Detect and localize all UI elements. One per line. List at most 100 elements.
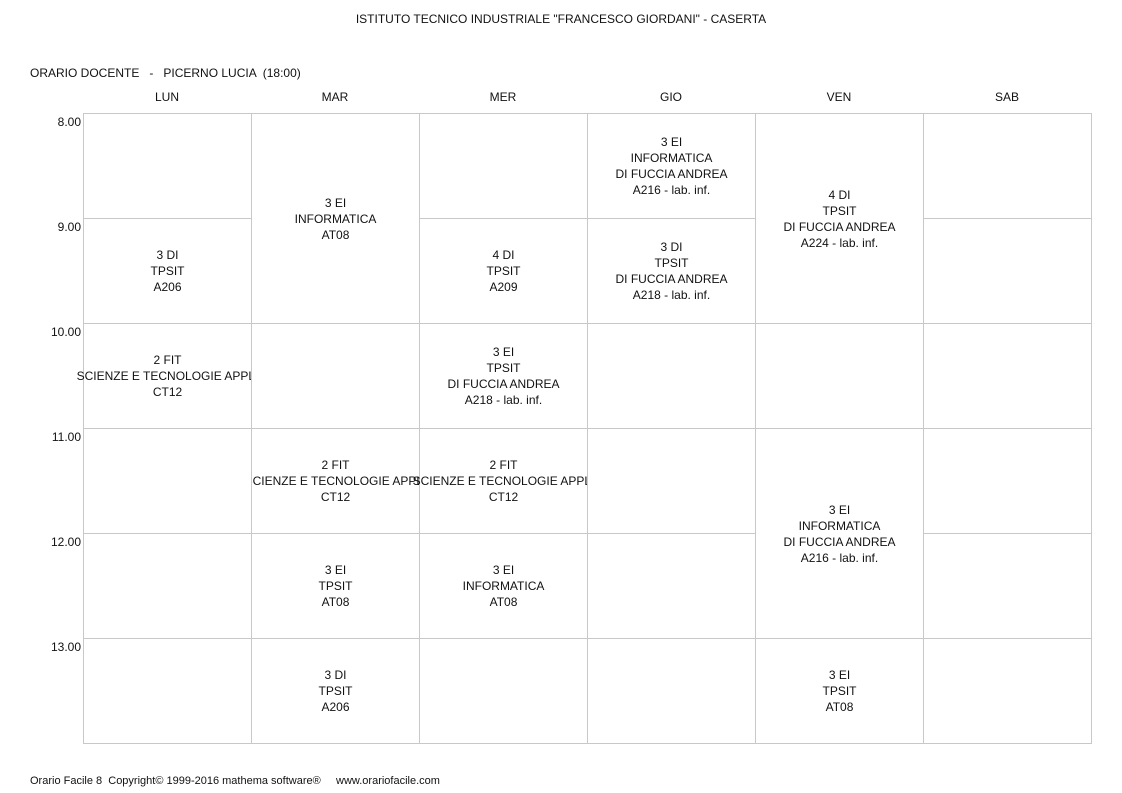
day-header-ven: VEN xyxy=(826,90,852,104)
lesson-line: 2 FIT xyxy=(489,458,518,472)
lesson-line: DI FUCCIA ANDREA xyxy=(615,167,728,181)
lesson-line: 4 DI xyxy=(492,248,515,262)
empty-cell xyxy=(83,113,252,219)
empty-cell xyxy=(923,323,1092,429)
hour-label: 11.00 xyxy=(51,430,81,444)
lesson-line: SCIENZE E TECNOLOGIE APPLI xyxy=(412,474,595,488)
lesson-line: A206 xyxy=(153,280,182,294)
lesson-line: INFORMATICA xyxy=(294,211,377,226)
lesson-cell: 3 EI INFORMATICA DI FUCCIA ANDREA A216 - la… xyxy=(587,113,756,219)
lesson-line: AT08 xyxy=(489,595,518,609)
lesson-line: AT08 xyxy=(321,595,350,609)
day-header-sab: SAB xyxy=(994,90,1019,104)
lesson-line: AT08 xyxy=(321,227,350,242)
lesson-line: DI FUCCIA ANDREA xyxy=(447,377,560,391)
hour-label: 13.00 xyxy=(50,640,81,654)
lesson-line: 4 DI xyxy=(828,187,851,202)
lesson-cell: 3 EI TPSIT AT08 xyxy=(755,638,924,744)
empty-cell xyxy=(923,218,1092,324)
lesson-line: TPSIT xyxy=(318,579,353,593)
lesson-line: TPSIT xyxy=(486,361,521,375)
lesson-line: 3 EI xyxy=(492,563,515,577)
lesson-line: TPSIT xyxy=(150,264,185,278)
lesson-cell: 2 FIT SCIENZE E TECNOLOGIE APPLI CT12 xyxy=(413,428,594,534)
lesson-line: 3 DI xyxy=(324,668,347,682)
lesson-line: TPSIT xyxy=(822,203,857,218)
lesson-line: TPSIT xyxy=(486,264,521,278)
lesson-line: 2 FIT xyxy=(153,353,182,367)
lesson-cell: 4 DI TPSIT A209 xyxy=(419,218,588,324)
empty-cell xyxy=(587,323,756,429)
lesson-line: CT12 xyxy=(488,490,519,504)
teacher-heading: ORARIO DOCENTE - PICERNO LUCIA (18:00) xyxy=(30,66,301,80)
day-header-gio: GIO xyxy=(659,90,682,104)
lesson-cell: 3 EI TPSIT AT08 xyxy=(251,533,420,639)
lesson-line: INFORMATICA xyxy=(630,151,713,165)
empty-cell xyxy=(251,323,420,429)
lesson-line: 3 EI xyxy=(660,135,683,149)
empty-cell xyxy=(419,113,588,219)
day-header-mer: MER xyxy=(489,90,517,104)
empty-cell xyxy=(923,638,1092,744)
empty-cell xyxy=(83,428,252,534)
empty-cell xyxy=(923,113,1092,219)
lesson-line: A224 - lab. inf. xyxy=(800,235,879,250)
lesson-line: A216 - lab. inf. xyxy=(632,183,711,197)
lesson-line: INFORMATICA xyxy=(798,518,881,533)
lesson-cell: 3 DI TPSIT DI FUCCIA ANDREA A218 - lab. inf… xyxy=(587,218,756,324)
lesson-line: AT08 xyxy=(825,700,854,714)
empty-cell xyxy=(83,638,252,744)
lesson-cell: 3 EI INFORMATICA AT08 xyxy=(419,533,588,639)
lesson-line: SCIENZE E TECNOLOGIE APPLI xyxy=(244,474,427,488)
hours-total: (18:00) xyxy=(262,66,301,80)
lesson-line: 3 EI xyxy=(492,345,515,359)
hour-label: 8.00 xyxy=(57,115,81,129)
empty-cell xyxy=(923,428,1092,534)
lesson-cell: 3 EI TPSIT DI FUCCIA ANDREA A218 - lab. inf… xyxy=(419,323,588,429)
lesson-cell: 3 DI TPSIT A206 xyxy=(251,638,420,744)
lesson-line: 2 FIT xyxy=(321,458,350,472)
lesson-line: TPSIT xyxy=(318,684,353,698)
lesson-cell: 4 DI TPSIT DI FUCCIA ANDREA A224 - lab. inf… xyxy=(755,113,924,324)
lesson-cell: 2 FIT SCIENZE E TECNOLOGIE APPLI CT12 xyxy=(77,323,258,429)
lesson-line: A218 - lab. inf. xyxy=(464,393,543,407)
teacher-label: ORARIO DOCENTE xyxy=(30,66,140,80)
lesson-line: A218 - lab. inf. xyxy=(632,288,711,302)
lesson-line: DI FUCCIA ANDREA xyxy=(615,272,728,286)
empty-cell xyxy=(83,533,252,639)
day-header-mar: MAR xyxy=(321,90,349,104)
lesson-line: 3 EI xyxy=(828,502,851,517)
lesson-line: 3 EI xyxy=(324,563,347,577)
lesson-line: 3 DI xyxy=(156,248,179,262)
footer: Orario Facile 8 Copyright© 1999-2016 mat… xyxy=(30,775,440,787)
separator: - xyxy=(149,66,154,80)
empty-cell xyxy=(755,323,924,429)
empty-cell xyxy=(587,638,756,744)
empty-cell xyxy=(587,533,756,639)
lesson-line: 3 DI xyxy=(660,240,683,254)
lesson-line: CT12 xyxy=(152,385,183,399)
lesson-cell: 3 DI TPSIT A206 xyxy=(83,218,252,324)
lesson-line: TPSIT xyxy=(654,256,689,270)
lesson-cell: 3 EI INFORMATICA AT08 xyxy=(251,113,420,324)
lesson-line: INFORMATICA xyxy=(462,579,545,593)
hour-label: 12.00 xyxy=(50,535,81,549)
footer-website-link[interactable]: www.orariofacile.com xyxy=(336,775,440,787)
footer-copyright: Orario Facile 8 Copyright© 1999-2016 mat… xyxy=(30,775,321,787)
lesson-line: SCIENZE E TECNOLOGIE APPLI xyxy=(76,369,259,383)
lesson-line: DI FUCCIA ANDREA xyxy=(783,534,896,549)
day-header-lun: LUN xyxy=(154,90,179,104)
teacher-name: PICERNO LUCIA xyxy=(163,66,257,80)
lesson-line: DI FUCCIA ANDREA xyxy=(783,219,896,234)
lesson-line: A216 - lab. inf. xyxy=(800,550,879,565)
school-title: ISTITUTO TECNICO INDUSTRIALE "FRANCESCO … xyxy=(355,12,767,26)
hour-label: 10.00 xyxy=(50,325,81,339)
lesson-line: TPSIT xyxy=(822,684,857,698)
lesson-cell: 3 EI INFORMATICA DI FUCCIA ANDREA A216 - la… xyxy=(755,428,924,639)
lesson-line: CT12 xyxy=(320,490,351,504)
lesson-line: 3 EI xyxy=(828,668,851,682)
lesson-line: A206 xyxy=(321,700,350,714)
lesson-cell: 2 FIT SCIENZE E TECNOLOGIE APPLI CT12 xyxy=(245,428,426,534)
hour-label: 9.00 xyxy=(57,220,81,234)
